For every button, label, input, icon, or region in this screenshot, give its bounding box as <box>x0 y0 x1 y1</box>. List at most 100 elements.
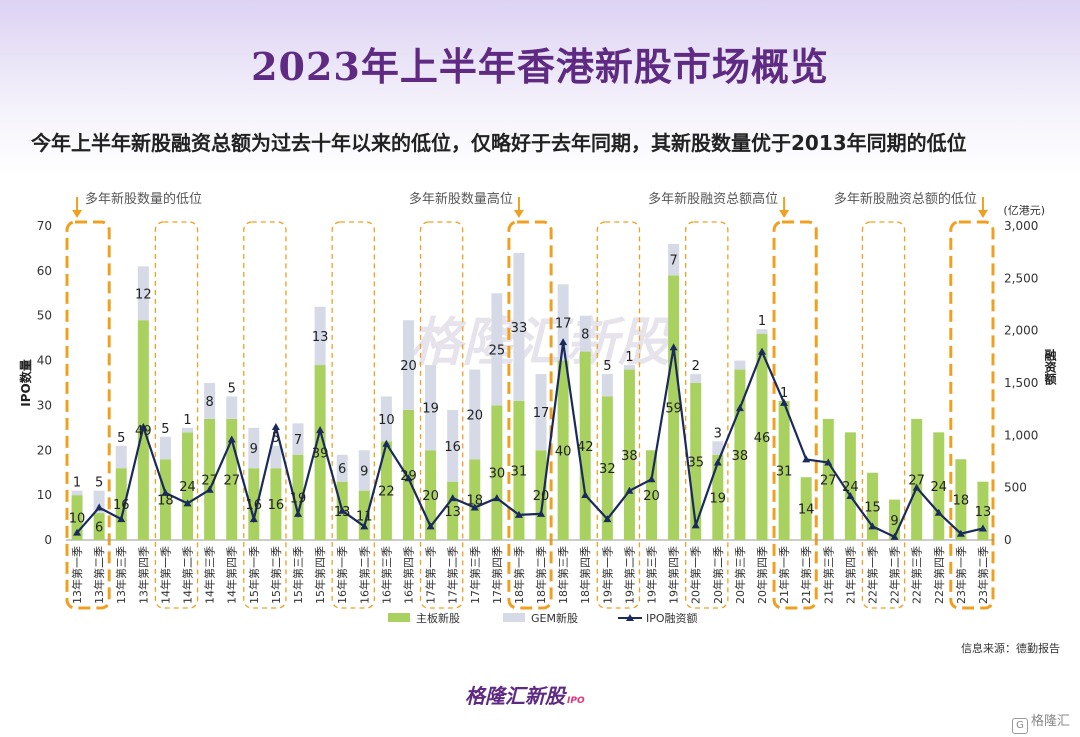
gem-data-label: 12 <box>135 287 152 302</box>
x-tick-label: 14年第三季 <box>203 546 217 604</box>
x-tick-label: 14年第一季 <box>158 546 172 604</box>
ipo-line-point <box>868 522 877 530</box>
bar-gem <box>535 374 547 451</box>
gem-data-label: 5 <box>272 431 280 446</box>
ipo-line-point <box>360 522 369 530</box>
main-data-label: 24 <box>842 480 859 495</box>
y2-tick-label: 0 <box>1004 533 1012 547</box>
y-tick-label: 0 <box>44 533 52 547</box>
gem-data-label: 5 <box>161 422 169 437</box>
y-tick-label: 10 <box>37 488 52 502</box>
bar-main <box>248 468 260 540</box>
main-data-label: 11 <box>356 509 373 524</box>
ipo-line-point <box>824 458 833 466</box>
x-tick-label: 20年第四季 <box>755 546 769 604</box>
y-axis-title: IPO数量 <box>18 359 33 406</box>
main-data-label: 27 <box>201 473 218 488</box>
x-tick-label: 18年第一季 <box>512 546 526 604</box>
ipo-line-point <box>271 422 280 430</box>
main-data-label: 6 <box>95 521 103 536</box>
ipo-line-point <box>382 439 391 447</box>
bar-gem <box>668 243 680 276</box>
x-tick-label: 17年第四季 <box>490 546 504 604</box>
bar-gem <box>447 409 459 482</box>
main-data-label: 13 <box>975 505 992 520</box>
main-data-label: 16 <box>246 498 263 513</box>
ipo-line-point <box>625 486 634 494</box>
bar-main <box>71 495 83 540</box>
annotation-arrowhead <box>513 210 524 218</box>
bar-main <box>889 499 901 540</box>
x-tick-label: 22年第一季 <box>865 546 879 604</box>
main-data-label: 18 <box>953 494 970 509</box>
gem-data-label: 2 <box>692 359 700 374</box>
y2-tick-label: 2,000 <box>1004 324 1038 338</box>
highlight-box <box>507 220 553 610</box>
x-tick-label: 14年第二季 <box>181 546 195 604</box>
gem-data-label: 7 <box>294 433 302 448</box>
ipo-line-point <box>758 347 766 355</box>
main-data-label: 13 <box>444 505 461 520</box>
brand-logo-text: 格隆汇新股 <box>465 684 565 708</box>
gem-data-label: 5 <box>603 359 611 374</box>
annotation-text: 多年新股数量的低位 <box>85 191 202 207</box>
bar-main <box>933 432 945 540</box>
ipo-line-point <box>537 509 546 517</box>
bar-main <box>601 396 613 540</box>
gem-data-label: 10 <box>378 413 395 428</box>
corner-badge-text: 格隆汇 <box>1030 714 1070 729</box>
ipo-line-point <box>316 426 325 434</box>
main-data-label: 18 <box>466 494 483 509</box>
bar-gem <box>137 266 149 321</box>
gem-data-label: 5 <box>95 476 103 491</box>
gem-data-label: 9 <box>250 442 258 457</box>
highlight-box <box>949 220 995 610</box>
main-data-label: 31 <box>776 464 793 479</box>
gem-data-label: 7 <box>669 254 677 269</box>
ipo-line-point <box>470 503 479 511</box>
highlight-box <box>596 221 641 609</box>
gem-data-label: 3 <box>714 426 722 441</box>
main-data-label: 27 <box>908 473 925 488</box>
ipo-line-point <box>183 499 192 507</box>
x-tick-label: 22年第二季 <box>888 546 902 604</box>
bar-gem <box>469 369 481 460</box>
ipo-line-point <box>669 343 678 351</box>
main-data-label: 13 <box>334 505 351 520</box>
bar-main <box>513 400 525 540</box>
bar-gem <box>204 383 216 419</box>
bar-main <box>844 432 856 540</box>
main-data-label: 20 <box>533 489 550 504</box>
highlight-box <box>419 221 464 609</box>
bar-gem <box>226 396 238 419</box>
gem-data-label: 6 <box>338 462 346 477</box>
x-tick-label: 22年第三季 <box>910 546 924 604</box>
ipo-line-point <box>139 422 148 430</box>
y-tick-label: 50 <box>37 309 52 323</box>
bar-gem <box>690 374 702 383</box>
x-tick-label: 20年第二季 <box>711 546 725 604</box>
x-tick-label: 13年第一季 <box>70 546 84 604</box>
ipo-line-point <box>249 515 258 523</box>
y2-tick-label: 2,500 <box>1004 271 1038 285</box>
bar-main <box>270 468 282 540</box>
x-tick-label: 20年第三季 <box>733 546 747 604</box>
main-data-label: 29 <box>400 469 417 484</box>
x-tick-label: 16年第四季 <box>401 546 415 604</box>
ipo-line-point <box>780 398 789 406</box>
highlight-box <box>331 221 375 609</box>
y-tick-label: 60 <box>37 264 52 278</box>
bar-main <box>756 333 768 540</box>
x-tick-label: 21年第二季 <box>799 546 813 604</box>
bar-main <box>800 477 812 540</box>
x-tick-label: 14年第四季 <box>225 546 239 604</box>
main-data-label: 39 <box>312 447 329 462</box>
x-tick-label: 19年第二季 <box>622 546 636 604</box>
legend-label: GEM新股 <box>531 611 578 625</box>
annotation-text: 多年新股融资总额的低位 <box>834 191 977 207</box>
x-tick-label: 15年第四季 <box>313 546 327 604</box>
bar-gem <box>292 423 304 455</box>
gem-data-label: 33 <box>511 321 528 336</box>
ipo-line-point <box>73 528 82 536</box>
bar-gem <box>380 396 392 442</box>
